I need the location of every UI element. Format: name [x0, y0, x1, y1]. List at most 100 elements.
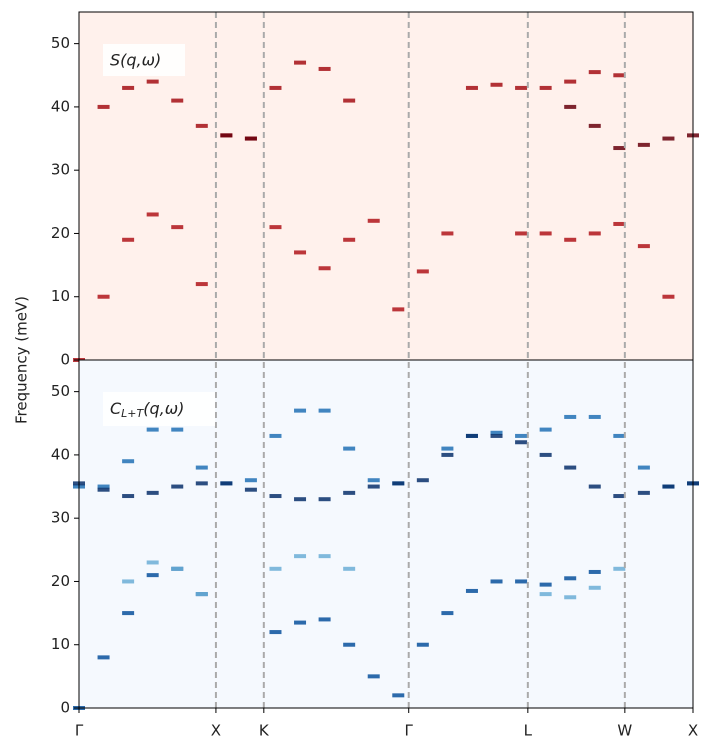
intensity-cell	[171, 566, 184, 571]
intensity-cell	[122, 459, 135, 464]
intensity-cell	[662, 136, 675, 141]
intensity-cell	[195, 481, 208, 486]
intensity-cell	[97, 487, 110, 492]
intensity-cell	[416, 642, 429, 647]
intensity-cell	[195, 592, 208, 597]
intensity-cell	[269, 225, 282, 230]
intensity-cell	[343, 490, 356, 495]
intensity-cell	[367, 674, 380, 679]
panel-label-rest: (q,ω)	[143, 399, 184, 418]
intensity-cell	[465, 85, 478, 90]
intensity-cell	[539, 85, 552, 90]
intensity-cell	[195, 282, 208, 287]
intensity-cell	[294, 408, 307, 413]
intensity-cell	[294, 60, 307, 65]
intensity-cell	[637, 244, 650, 249]
x-tick-label: K	[259, 722, 270, 740]
intensity-cell	[269, 494, 282, 499]
x-tick-label: X	[688, 722, 698, 740]
y-tick-label: 30	[51, 509, 70, 527]
intensity-cell	[122, 237, 135, 242]
x-tick-label: L	[524, 722, 533, 740]
intensity-cell	[294, 497, 307, 502]
intensity-cell	[269, 85, 282, 90]
intensity-cell	[637, 465, 650, 470]
intensity-cell	[564, 79, 577, 84]
intensity-cell	[367, 478, 380, 483]
y-tick-label: 50	[51, 34, 70, 52]
intensity-cell	[613, 433, 626, 438]
x-tick-label: Γ	[405, 722, 414, 740]
intensity-cell	[122, 85, 135, 90]
x-tick-label: X	[211, 722, 221, 740]
intensity-cell	[416, 269, 429, 274]
intensity-cell	[539, 231, 552, 236]
label-box	[103, 44, 185, 76]
intensity-cell	[662, 484, 675, 489]
intensity-cell	[588, 70, 601, 75]
y-tick-label: 10	[51, 287, 70, 305]
intensity-cell	[146, 79, 159, 84]
intensity-cell	[392, 481, 405, 486]
intensity-cell	[220, 133, 233, 138]
intensity-cell	[416, 478, 429, 483]
intensity-cell	[122, 494, 135, 499]
intensity-cell	[146, 427, 159, 432]
intensity-cell	[195, 465, 208, 470]
intensity-cell	[465, 588, 478, 593]
intensity-cell	[220, 481, 233, 486]
intensity-cell	[244, 136, 257, 141]
intensity-cell	[515, 231, 528, 236]
intensity-cell	[490, 433, 503, 438]
intensity-cell	[441, 611, 454, 616]
intensity-cell	[392, 693, 405, 698]
y-tick-label: 0	[60, 699, 70, 717]
intensity-cell	[613, 566, 626, 571]
intensity-cell	[269, 433, 282, 438]
intensity-cell	[515, 579, 528, 584]
intensity-cell	[318, 66, 331, 71]
intensity-cell	[367, 218, 380, 223]
y-tick-label: 20	[51, 572, 70, 590]
y-tick-label: 10	[51, 635, 70, 653]
panel-label-main: C	[110, 399, 122, 418]
intensity-cell	[171, 98, 184, 103]
intensity-cell	[294, 554, 307, 559]
intensity-cell	[294, 250, 307, 255]
intensity-cell	[441, 446, 454, 451]
intensity-cell	[269, 566, 282, 571]
intensity-cell	[146, 490, 159, 495]
y-tick-label: 40	[51, 97, 70, 115]
intensity-cell	[515, 433, 528, 438]
intensity-cell	[244, 487, 257, 492]
intensity-cell	[465, 433, 478, 438]
x-tick-label: W	[617, 722, 632, 740]
intensity-cell	[367, 484, 380, 489]
intensity-cell	[343, 642, 356, 647]
y-tick-label: 50	[51, 382, 70, 400]
intensity-cell	[146, 212, 159, 217]
label-box	[103, 392, 215, 426]
intensity-cell	[97, 655, 110, 660]
intensity-cell	[515, 440, 528, 445]
intensity-cell	[539, 592, 552, 597]
intensity-cell	[441, 452, 454, 457]
y-axis-label: Frequency (meV)	[13, 296, 31, 424]
panel-frame	[78, 359, 694, 709]
x-tick-label: Γ	[75, 722, 84, 740]
intensity-cell	[613, 494, 626, 499]
intensity-cell	[294, 620, 307, 625]
intensity-cell	[564, 237, 577, 242]
intensity-cell	[539, 582, 552, 587]
intensity-cell	[343, 446, 356, 451]
intensity-cell	[97, 294, 110, 299]
intensity-cell	[564, 104, 577, 109]
intensity-cell	[318, 617, 331, 622]
intensity-cell	[564, 414, 577, 419]
intensity-cell	[637, 142, 650, 147]
intensity-cell	[171, 225, 184, 230]
intensity-cell	[539, 452, 552, 457]
intensity-cell	[588, 231, 601, 236]
intensity-cell	[588, 414, 601, 419]
